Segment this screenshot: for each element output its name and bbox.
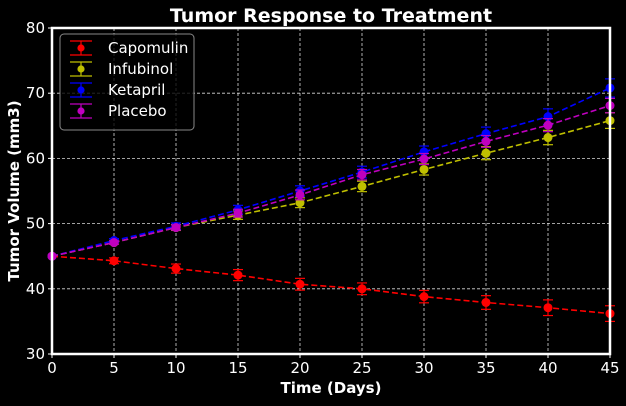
axis-ticks: 0 5 10 15 20 25 30 35 40 45 30 40 50 60 70 80 — [26, 19, 620, 377]
legend-label: Infubinol — [108, 60, 173, 78]
x-tick-label: 10 — [166, 359, 185, 377]
data-point — [109, 238, 119, 248]
legend-item-infubinol: Infubinol — [70, 60, 173, 78]
data-point — [481, 136, 491, 146]
legend-label: Placebo — [108, 102, 167, 120]
legend-item-ketapril: Ketapril — [70, 81, 165, 99]
legend-item-capomulin: Capomulin — [70, 39, 188, 57]
data-point — [233, 270, 243, 280]
chart-title: Tumor Response to Treatment — [170, 5, 492, 27]
data-point — [481, 297, 491, 307]
x-axis-label: Time (Days) — [281, 379, 382, 397]
data-point — [419, 154, 429, 164]
x-tick-label: 5 — [109, 359, 119, 377]
data-point — [419, 164, 429, 174]
series-line — [51, 255, 611, 315]
data-point — [171, 264, 181, 274]
x-tick-label: 25 — [352, 359, 371, 377]
legend-item-placebo: Placebo — [70, 102, 167, 120]
y-tick-label: 80 — [26, 19, 45, 37]
y-tick-label: 50 — [26, 215, 45, 233]
x-tick-label: 30 — [414, 359, 433, 377]
y-tick-label: 40 — [26, 280, 45, 298]
data-point — [171, 223, 181, 233]
data-point — [357, 284, 367, 294]
y-tick-label: 60 — [26, 149, 45, 167]
legend-marker — [77, 65, 85, 73]
data-point — [419, 292, 429, 302]
y-axis-label: Tumor Volume (mm3) — [5, 100, 23, 281]
y-tick-label: 70 — [26, 84, 45, 102]
x-tick-label: 45 — [600, 359, 619, 377]
legend-marker — [77, 107, 85, 115]
data-point — [419, 147, 429, 157]
data-point — [357, 181, 367, 191]
legend-label: Ketapril — [108, 81, 165, 99]
data-point — [295, 279, 305, 289]
x-tick-label: 15 — [228, 359, 247, 377]
legend-label: Capomulin — [108, 39, 188, 57]
legend: Capomulin Infubinol Ketapril Placebo — [59, 33, 195, 131]
data-point — [109, 256, 119, 266]
data-point — [357, 170, 367, 180]
series-line — [51, 104, 611, 257]
legend-marker — [77, 86, 85, 94]
x-tick-label: 0 — [47, 359, 57, 377]
data-point — [233, 208, 243, 218]
data-point — [543, 303, 553, 313]
series-layer — [47, 78, 615, 322]
data-point — [543, 120, 553, 130]
legend-marker — [77, 44, 85, 52]
data-point — [295, 198, 305, 208]
plot-frame — [50, 26, 612, 356]
series-line — [51, 87, 611, 257]
legend-box — [59, 33, 195, 131]
y-tick-label: 30 — [26, 345, 45, 363]
data-point — [481, 148, 491, 158]
x-tick-label: 35 — [476, 359, 495, 377]
x-tick-label: 40 — [538, 359, 557, 377]
series-capomulin — [47, 251, 615, 322]
data-point — [295, 190, 305, 200]
data-point — [543, 133, 553, 143]
x-tick-label: 20 — [290, 359, 309, 377]
